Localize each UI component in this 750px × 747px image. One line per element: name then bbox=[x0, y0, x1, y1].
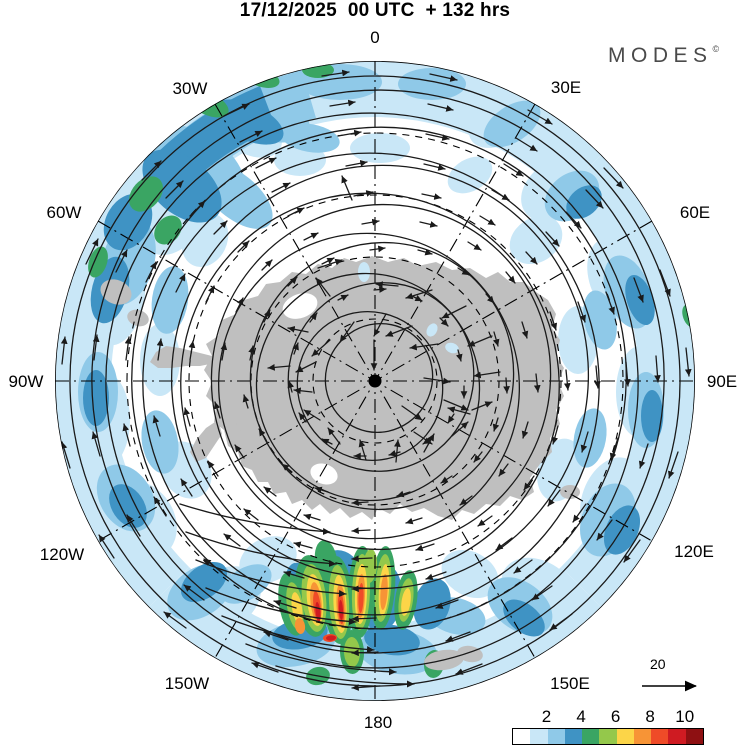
colorbar: 2 4 6 8 10 bbox=[512, 707, 704, 747]
lon-label-120e: 120E bbox=[674, 542, 714, 561]
page-title: 17/12/2025 00 UTC + 132 hrs bbox=[239, 0, 511, 21]
lon-label-150e: 150E bbox=[550, 674, 590, 693]
colorbar-tick-2: 2 bbox=[541, 707, 552, 726]
colorbar-band-8 bbox=[651, 729, 669, 744]
pole-marker bbox=[368, 374, 382, 388]
modes-logo: MODES© bbox=[608, 44, 719, 68]
colorbar-band-2 bbox=[547, 729, 565, 744]
lon-label-30w: 30W bbox=[172, 79, 208, 98]
lon-label-90e: 90E bbox=[706, 372, 738, 391]
colorbar-band-6 bbox=[616, 729, 634, 744]
modes-logo-text: MODES bbox=[608, 44, 713, 67]
wind-scale-legend: 20 bbox=[640, 656, 726, 698]
colorbar-gradient bbox=[512, 728, 704, 745]
colorbar-tick-10: 10 bbox=[675, 707, 695, 726]
colorbar-tick-labels: 2 4 6 8 10 bbox=[512, 707, 704, 727]
colorbar-tick-8: 8 bbox=[645, 707, 655, 726]
colorbar-band-7 bbox=[633, 729, 652, 744]
antarctica-landmass bbox=[100, 256, 580, 671]
wind-scale-value: 20 bbox=[650, 656, 666, 672]
wind-scale-arrow-icon bbox=[642, 680, 697, 692]
lon-label-30e: 30E bbox=[550, 78, 582, 97]
colorbar-band-3 bbox=[564, 729, 583, 744]
lon-label-120w: 120W bbox=[39, 545, 85, 564]
colorbar-band-9 bbox=[668, 729, 686, 744]
copyright-superscript: © bbox=[712, 44, 720, 54]
colorbar-band-5 bbox=[599, 729, 617, 744]
lon-label-60w: 60W bbox=[46, 203, 82, 222]
colorbar-tick-6: 6 bbox=[610, 707, 621, 726]
colorbar-tick-4: 4 bbox=[576, 707, 586, 726]
lon-label-180: 180 bbox=[363, 713, 393, 732]
lon-label-0: 0 bbox=[370, 28, 380, 47]
colorbar-band-0 bbox=[513, 729, 531, 744]
colorbar-band-1 bbox=[530, 729, 548, 744]
lon-label-60e: 60E bbox=[679, 203, 711, 222]
colorbar-band-4 bbox=[582, 729, 600, 744]
wind-streamlines bbox=[60, 69, 692, 691]
colorbar-band-10 bbox=[685, 729, 703, 744]
lon-label-90w: 90W bbox=[8, 372, 44, 391]
lon-label-150w: 150W bbox=[164, 674, 210, 693]
